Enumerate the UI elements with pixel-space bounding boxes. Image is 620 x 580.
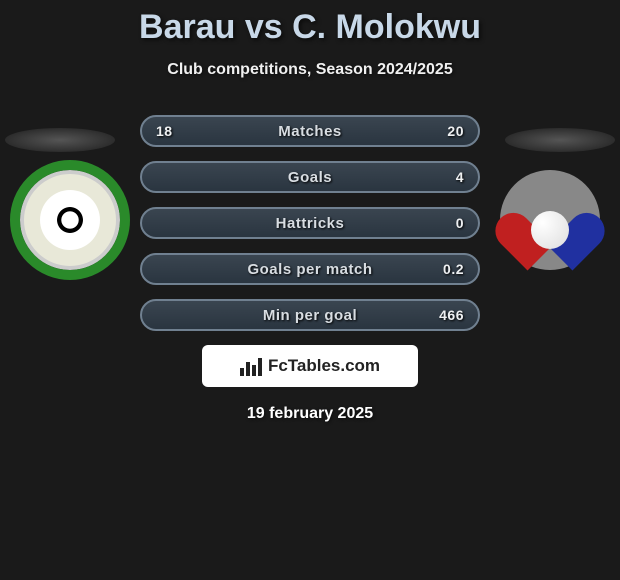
- stat-label: Matches: [278, 123, 342, 140]
- fctables-brand[interactable]: FcTables.com: [202, 345, 418, 387]
- team-badge-right: [500, 170, 600, 270]
- stat-label: Goals: [288, 169, 332, 186]
- team-badge-left: [20, 170, 120, 270]
- date-text: 19 february 2025: [0, 405, 620, 423]
- stats-panel: 18 Matches 20 Goals 4 Hattricks 0 Goals …: [140, 115, 480, 331]
- stat-row-matches: 18 Matches 20: [140, 115, 480, 147]
- season-subtitle: Club competitions, Season 2024/2025: [0, 61, 620, 79]
- stat-left-value: 18: [156, 123, 173, 139]
- stat-row-goals-per-match: Goals per match 0.2: [140, 253, 480, 285]
- stat-label: Min per goal: [263, 307, 357, 324]
- stat-right-value: 20: [447, 123, 464, 139]
- player-right-name-shadow: [505, 128, 615, 152]
- stat-right-value: 0.2: [443, 261, 464, 277]
- brand-text: FcTables.com: [268, 356, 380, 376]
- stat-right-value: 4: [456, 169, 464, 185]
- stat-label: Hattricks: [276, 215, 345, 232]
- stat-right-value: 466: [439, 307, 464, 323]
- stat-label: Goals per match: [247, 261, 372, 278]
- stat-row-goals: Goals 4: [140, 161, 480, 193]
- stat-right-value: 0: [456, 215, 464, 231]
- player-left-name-shadow: [5, 128, 115, 152]
- bar-chart-icon: [240, 356, 262, 376]
- page-title: Barau vs C. Molokwu: [0, 0, 620, 47]
- stat-row-min-per-goal: Min per goal 466: [140, 299, 480, 331]
- stat-row-hattricks: Hattricks 0: [140, 207, 480, 239]
